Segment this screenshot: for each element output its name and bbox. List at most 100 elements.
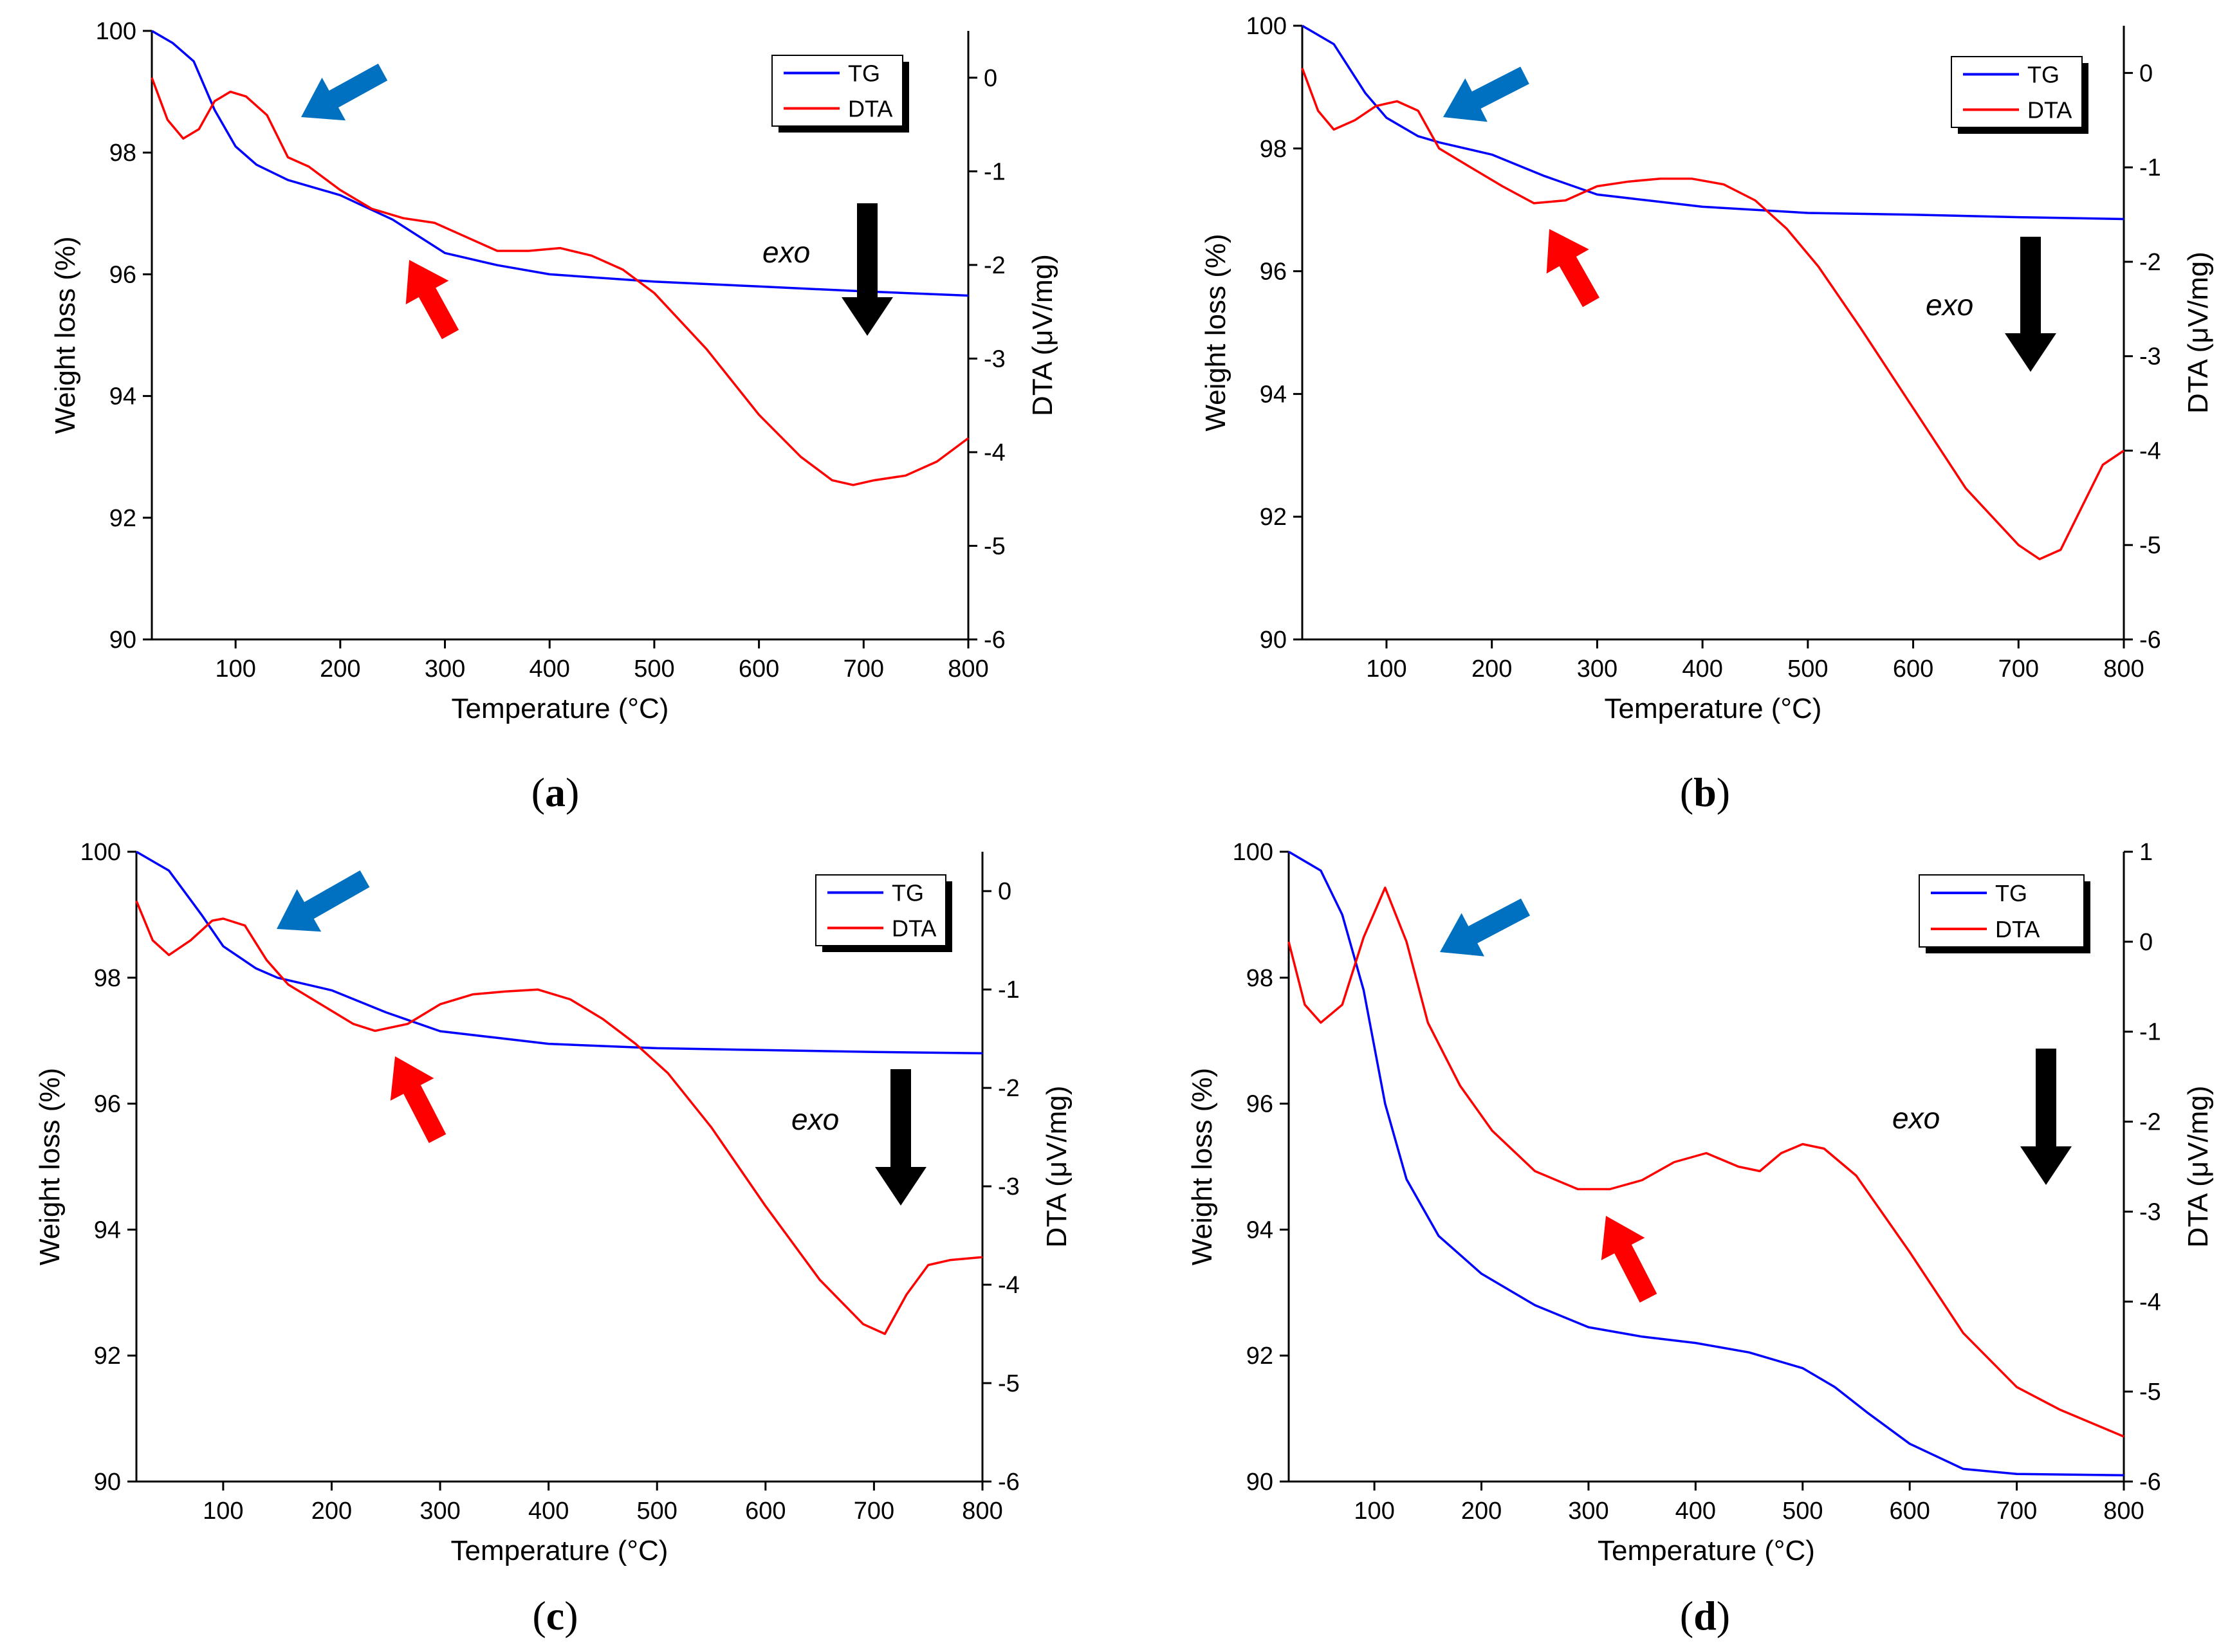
series-dta-line (1287, 886, 2124, 1438)
y2-axis-label: DTA (μV/mg) (1041, 1086, 1073, 1248)
legend-label-dta: DTA (892, 915, 936, 942)
legend-box (1919, 874, 2085, 948)
x-tick-label: 300 (1577, 656, 1617, 683)
y2-axis-label: DTA (μV/mg) (2182, 1086, 2214, 1248)
y-tick-label: 94 (1260, 381, 1287, 408)
x-tick-label: 800 (2103, 656, 2144, 683)
y-tick-label: 90 (1246, 1469, 1273, 1496)
panel-d: 100 200 300 400 500 600 700 800 90 92 94 96 98 100 -6 -… (1115, 826, 2230, 1652)
y-tick-label: 92 (1246, 1343, 1273, 1370)
caption-b: (b) (1679, 769, 1731, 815)
x-tick-label: 500 (637, 1498, 677, 1525)
red-arrow (390, 1056, 447, 1143)
y-tick-label: 92 (109, 505, 136, 532)
y-axis-label: Weight loss (%) (1200, 234, 1231, 431)
y-axis-label: Weight loss (%) (50, 236, 81, 434)
x-tick-label: 800 (2103, 1498, 2144, 1525)
y-axis-label: Weight loss (%) (34, 1068, 66, 1265)
x-tick-label: 400 (530, 656, 570, 683)
y2-tick-label: -1 (2139, 1019, 2161, 1046)
y2-tick-label: -2 (984, 252, 1006, 279)
y-tick-label: 100 (1246, 13, 1287, 40)
y-tick-label: 98 (1260, 136, 1287, 163)
legend-box (771, 55, 903, 127)
panel-b: 100 200 300 400 500 600 700 800 90 92 94 96 98 100 -6 -… (1115, 0, 2230, 826)
y-tick-label: 96 (1246, 1091, 1273, 1118)
x-tick-label: 200 (1461, 1498, 1502, 1525)
legend-box (815, 874, 946, 946)
y-tick-label: 96 (1260, 259, 1287, 286)
chart-b: 100 200 300 400 500 600 700 800 90 92 94 96 98 100 -6 -… (1200, 13, 2214, 724)
caption-c: (c) (532, 1593, 578, 1638)
x-tick-label: 400 (528, 1498, 569, 1525)
x-tick-label: 500 (1787, 656, 1828, 683)
y-tick-label: 90 (109, 627, 136, 654)
legend-label-dta: DTA (2027, 97, 2072, 124)
x-tick-label: 300 (1568, 1498, 1608, 1525)
legend-label-dta: DTA (1995, 916, 2040, 942)
x-tick-label: 400 (1682, 656, 1722, 683)
x-axis-label: Temperature (°C) (451, 1535, 668, 1566)
y-tick-label: 96 (109, 261, 136, 288)
x-tick-label: 300 (425, 656, 465, 683)
y2-tick-label: -4 (984, 439, 1006, 466)
y-tick-label: 94 (94, 1216, 121, 1244)
x-tick-label: 600 (739, 656, 779, 683)
black-arrow (2005, 237, 2056, 372)
series-tg-line (1302, 24, 2124, 221)
x-tick-label: 500 (1782, 1498, 1823, 1525)
y-tick-label: 94 (1246, 1216, 1273, 1244)
x-tick-label: 300 (419, 1498, 460, 1525)
y-tick-label: 96 (94, 1091, 121, 1118)
x-tick-label: 700 (843, 656, 884, 683)
y2-tick-label: 1 (2139, 839, 2153, 866)
caption-a: (a) (531, 769, 580, 815)
y2-tick-label: -4 (2139, 1289, 2161, 1316)
x-tick-label: 600 (1893, 656, 1933, 683)
y2-tick-label: -5 (984, 533, 1006, 560)
x-tick-label: 600 (1889, 1498, 1930, 1525)
y-tick-label: 100 (96, 18, 136, 45)
y-tick-label: 92 (94, 1343, 121, 1370)
red-arrow (1601, 1216, 1657, 1303)
x-axis-label: Temperature (°C) (1598, 1535, 1815, 1566)
y-tick-label: 100 (80, 839, 121, 866)
y2-axis-label: DTA (μV/mg) (2182, 252, 2214, 414)
exo-annotation: exo (791, 1103, 839, 1136)
y2-tick-label: -6 (998, 1469, 1020, 1496)
red-arrow (405, 260, 459, 340)
y-tick-label: 100 (1233, 839, 1273, 866)
y2-tick-label: -1 (2139, 154, 2161, 181)
y2-tick-label: -2 (998, 1075, 1020, 1102)
chart-c: 100 200 300 400 500 600 700 800 90 92 94 96 98 100 -6 -… (34, 839, 1073, 1566)
y2-tick-label: -4 (2139, 437, 2161, 464)
y2-axis-label: DTA (μV/mg) (1027, 254, 1058, 416)
black-arrow (875, 1069, 926, 1206)
x-tick-label: 600 (745, 1498, 786, 1525)
black-arrow (2020, 1049, 2072, 1185)
y-tick-label: 98 (109, 140, 136, 167)
y-tick-label: 90 (1260, 627, 1287, 654)
x-tick-label: 700 (1998, 656, 2039, 683)
x-tick-label: 800 (948, 656, 988, 683)
legend-label-tg: TG (2027, 62, 2060, 88)
y2-tick-label: -6 (2139, 627, 2161, 654)
y2-tick-label: -3 (998, 1173, 1020, 1200)
exo-annotation: exo (1926, 288, 1973, 322)
y2-tick-label: -6 (984, 627, 1006, 654)
y2-tick-label: -5 (2139, 532, 2161, 559)
y2-tick-label: -3 (2139, 344, 2161, 371)
blue-arrow (1443, 66, 1529, 122)
series-tg-line (1288, 850, 2124, 1476)
y2-tick-label: 0 (984, 65, 997, 92)
y2-tick-label: -5 (2139, 1379, 2161, 1406)
y2-tick-label: -6 (2139, 1469, 2161, 1496)
y2-tick-label: -1 (984, 158, 1006, 185)
y2-tick-label: 0 (998, 878, 1011, 905)
x-tick-label: 200 (320, 656, 360, 683)
legend-label-tg: TG (892, 880, 924, 906)
x-tick-label: 100 (1354, 1498, 1394, 1525)
black-arrow (842, 203, 893, 336)
x-tick-label: 200 (311, 1498, 352, 1525)
